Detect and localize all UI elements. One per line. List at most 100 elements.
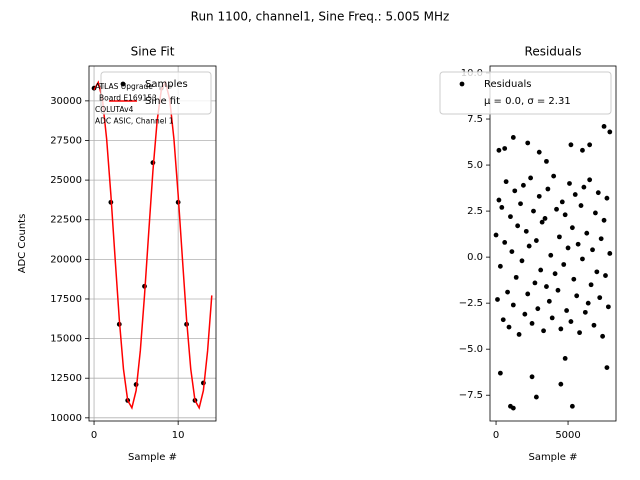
data-point — [577, 330, 582, 336]
data-point — [508, 214, 513, 220]
x-tick-label: 0 — [493, 430, 499, 441]
axes-title: Residuals — [525, 45, 582, 59]
data-point — [544, 158, 549, 164]
data-point — [603, 273, 608, 278]
data-point — [598, 236, 604, 242]
data-point — [548, 252, 554, 258]
data-point — [587, 142, 593, 148]
data-point — [539, 219, 545, 225]
data-point — [604, 365, 610, 371]
data-point — [500, 317, 506, 323]
y-tick-label: 12500 — [50, 373, 82, 384]
data-point — [536, 149, 542, 155]
data-point — [590, 247, 595, 253]
axes-frame — [489, 65, 617, 422]
axes: 05000−7.5−5.0−2.50.02.55.07.510.0Residua… — [439, 45, 617, 463]
data-point — [505, 289, 510, 295]
data-point — [510, 405, 516, 411]
data-point — [546, 298, 552, 304]
data-point — [555, 287, 561, 293]
data-point — [496, 147, 502, 153]
legend-label: Sine fit — [145, 96, 180, 107]
y-tick-label: −7.5 — [459, 390, 483, 401]
plot-area — [493, 123, 613, 411]
legend-swatch — [459, 81, 465, 87]
data-point — [604, 195, 610, 201]
data-point — [531, 208, 536, 214]
data-point — [499, 205, 505, 210]
y-tick-label: 20000 — [50, 254, 82, 265]
data-point — [541, 328, 546, 334]
legend-box — [100, 71, 212, 115]
x-axis-label: Sample # — [528, 452, 577, 463]
data-point — [601, 217, 607, 223]
data-point — [503, 179, 509, 185]
legend: Samples Sine fit — [100, 71, 212, 115]
data-point — [580, 256, 585, 262]
data-point — [601, 123, 607, 129]
data-point — [526, 243, 532, 249]
data-point — [493, 232, 499, 238]
data-point — [497, 263, 503, 269]
data-point — [562, 212, 568, 218]
data-point — [545, 186, 551, 192]
data-point — [565, 245, 571, 251]
data-point — [564, 308, 570, 313]
data-point — [605, 304, 611, 310]
data-point — [582, 309, 588, 315]
y-tick-label: 17500 — [50, 294, 82, 305]
data-point — [588, 282, 594, 288]
data-point — [585, 300, 591, 306]
legend-note: μ = 0.0, σ = 2.31 — [484, 96, 571, 107]
data-point — [572, 192, 578, 197]
data-point — [544, 284, 549, 289]
data-point — [529, 321, 535, 326]
data-point — [575, 241, 581, 247]
data-point — [578, 203, 584, 208]
data-point — [529, 374, 535, 380]
data-point — [528, 175, 534, 181]
data-point — [509, 249, 515, 255]
y-tick-label: 2.5 — [467, 206, 483, 217]
data-point — [594, 269, 600, 275]
y-tick-label: 5.0 — [467, 160, 483, 171]
data-point — [515, 223, 521, 229]
y-tick-label: 25000 — [50, 175, 82, 186]
data-point — [569, 225, 575, 231]
data-point — [523, 228, 529, 234]
data-point — [496, 197, 502, 203]
data-point — [554, 206, 559, 212]
data-point — [567, 181, 572, 186]
annotation: ATLAS Upgrade — [95, 82, 153, 91]
data-point — [495, 297, 500, 302]
annotation: Board E169153 — [99, 94, 157, 103]
y-tick-label: 30000 — [50, 96, 82, 107]
data-point — [591, 322, 597, 328]
data-point — [502, 239, 508, 245]
data-point — [568, 319, 574, 324]
data-point — [569, 403, 575, 409]
data-point — [525, 140, 531, 146]
data-point — [519, 258, 525, 264]
data-point — [538, 267, 544, 273]
data-point — [552, 271, 558, 277]
figure-title: Run 1100, channel1, Sine Freq.: 5.005 MH… — [191, 10, 450, 24]
data-point — [497, 370, 503, 376]
data-point — [516, 332, 522, 337]
y-tick-label: 15000 — [50, 334, 82, 345]
axes-frame — [88, 65, 217, 422]
data-point — [561, 262, 567, 267]
data-point — [597, 295, 603, 301]
axes: 0 10 10000 12500 15000 17500 20000 22500 25000 27… — [17, 45, 217, 463]
data-point — [595, 190, 601, 196]
data-point — [502, 146, 508, 151]
y-axis-label: ADC Counts — [17, 214, 28, 274]
data-point — [533, 238, 539, 243]
data-point — [522, 311, 528, 317]
data-point — [600, 333, 606, 339]
data-point — [571, 276, 577, 282]
axes-title: Sine Fit — [131, 45, 175, 59]
data-point — [521, 182, 526, 188]
y-tick-label: 0.0 — [467, 252, 483, 263]
